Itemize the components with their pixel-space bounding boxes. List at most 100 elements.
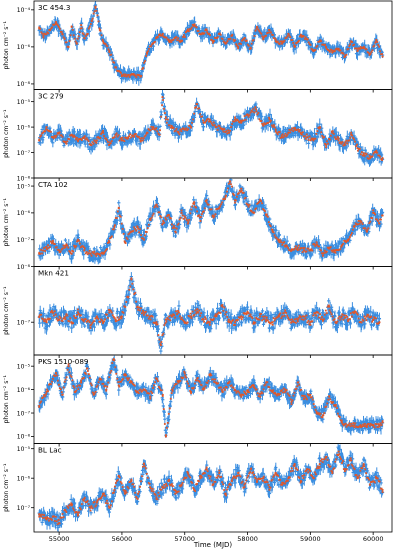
fine-point [318,127,321,130]
fine-point [236,118,238,121]
fine-point [112,136,115,139]
fine-point [120,137,123,140]
fine-point [119,70,121,73]
anchor-point [274,128,277,131]
fine-point [379,155,382,158]
fine-point [200,115,202,118]
anchor-point [83,136,86,139]
fine-point [189,124,191,127]
fine-point [320,131,323,134]
anchor-point [350,40,353,43]
fine-point [76,136,78,139]
fine-point [241,119,244,122]
fine-point [56,23,58,26]
fine-point [329,50,331,53]
fine-point [219,33,222,36]
fine-point [305,133,308,136]
fine-point [44,33,47,36]
fine-point [172,38,175,41]
fine-point [303,38,306,40]
fine-point [216,128,219,131]
fine-point [175,127,178,130]
fine-point [367,158,370,160]
fine-point [378,45,381,48]
fine-point [289,131,292,134]
anchor-point [42,34,45,37]
anchor-point [356,146,359,150]
fine-point [284,132,287,135]
fine-point [349,43,352,46]
fine-point [248,114,251,116]
fine-point [247,115,250,118]
fine-point [197,107,200,110]
anchor-point [312,139,315,142]
fine-point [253,111,256,114]
anchor-point [237,45,240,48]
fine-point [297,128,299,131]
fine-point [88,25,91,28]
fine-point [253,34,256,37]
fine-point [329,138,331,141]
fine-point [48,130,50,132]
fine-point [381,53,383,56]
fine-point [292,42,295,44]
fine-point [184,36,186,38]
fine-point [262,38,265,41]
fine-point [223,128,226,130]
fine-point [111,58,114,61]
fine-point [174,129,177,132]
fine-point [87,140,90,143]
fine-point [276,40,279,43]
fine-point [362,152,365,155]
fine-point [144,134,147,137]
fine-point [157,132,160,135]
fine-point [332,132,335,135]
fine-point [344,54,347,57]
fine-point [193,112,195,115]
anchor-point [76,139,80,142]
fine-point [158,33,161,36]
fine-point [244,40,247,42]
fine-point [221,38,224,40]
anchor-point [127,136,130,139]
fine-point [322,136,325,139]
fine-point [208,120,211,123]
fine-point [161,104,163,107]
fine-point [99,137,102,139]
fine-point [251,110,254,113]
fine-point [102,42,105,44]
fine-point [113,136,116,138]
fine-point [293,127,296,129]
fine-point [123,75,126,78]
fine-point [314,137,317,140]
fine-point [197,30,200,32]
fine-point [159,34,162,37]
fine-point [226,40,229,43]
fine-point [62,36,65,39]
anchor-point [381,55,384,58]
fine-point [296,41,298,44]
fine-point [376,41,379,43]
anchor-point [161,96,164,99]
fine-point [282,136,285,139]
fine-point [137,74,140,77]
fine-point [227,129,230,132]
fine-point [130,73,133,75]
anchor-point [139,75,142,78]
fine-point [261,122,264,125]
fine-point [358,148,360,150]
fine-point [218,125,221,127]
fine-point [45,33,48,36]
fine-point [129,74,132,76]
y-tick-label: 10⁻⁷ [17,150,31,157]
fine-point [350,131,353,134]
fine-point [44,130,46,133]
anchor-point [368,53,372,56]
fine-point [317,126,320,129]
fine-point [237,47,240,50]
fine-point [227,38,230,40]
anchor-point [293,45,296,48]
anchor-point [324,45,328,48]
fine-point [80,139,83,141]
